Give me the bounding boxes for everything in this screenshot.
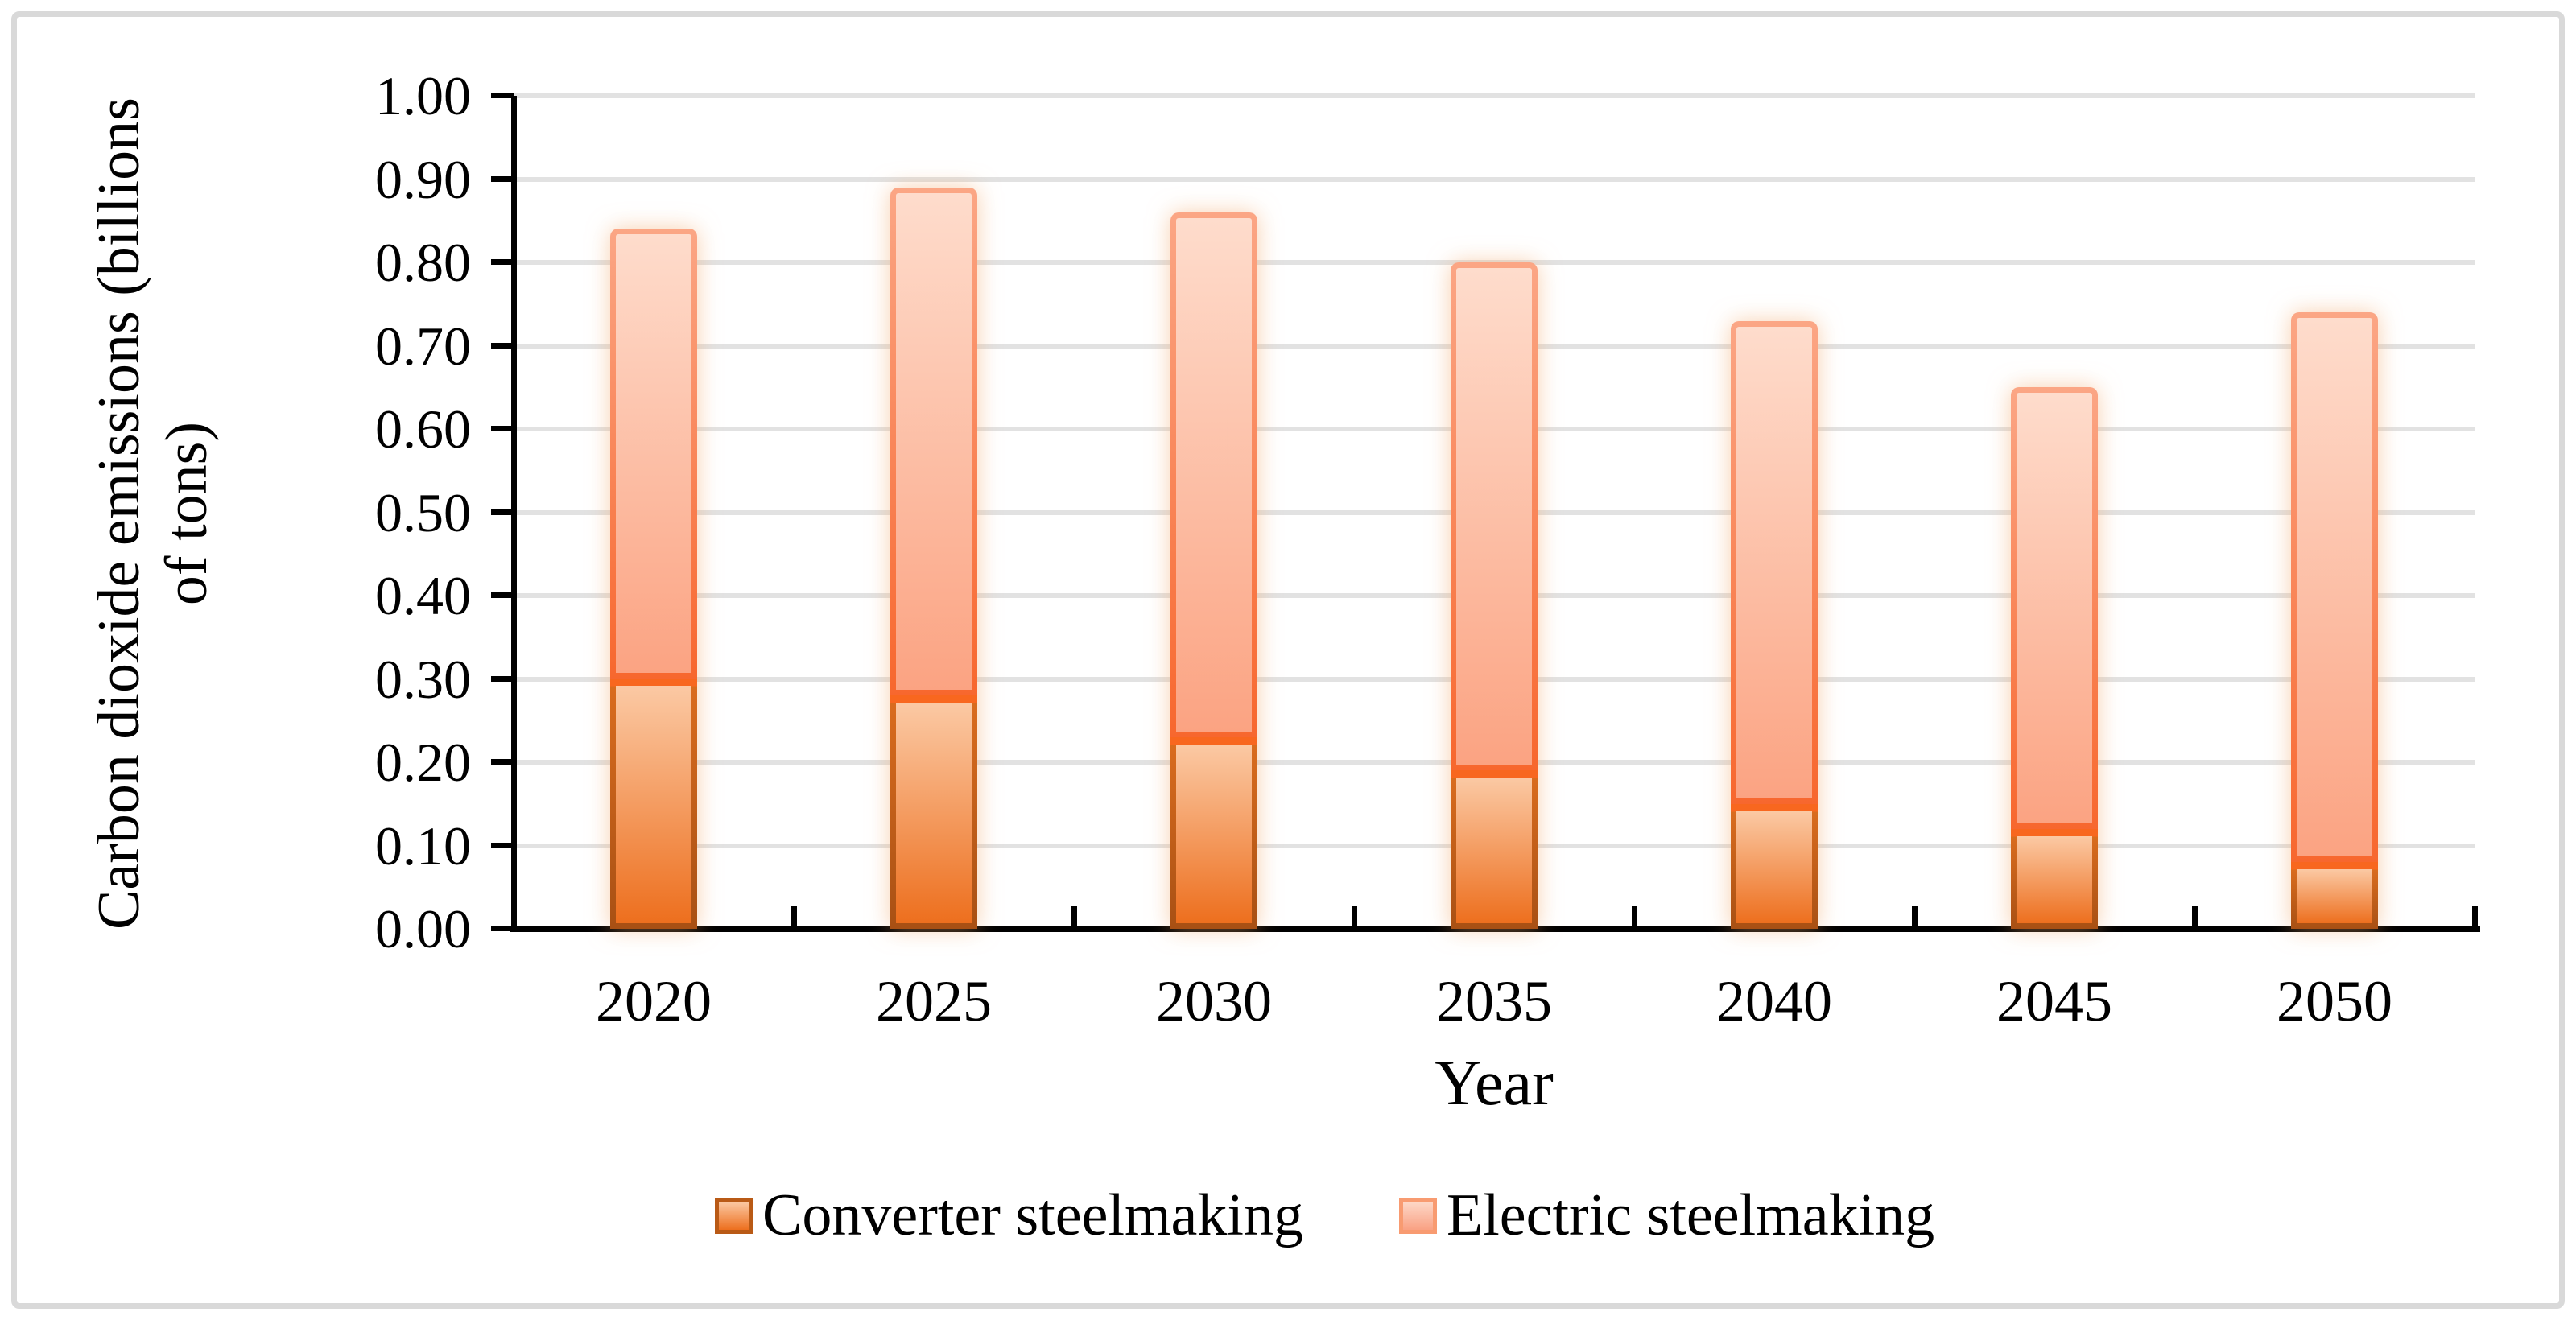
bar-group-2035 bbox=[1451, 262, 1538, 929]
x-category-label-2045: 2045 bbox=[1996, 969, 2112, 1033]
electric-segment-2040 bbox=[1731, 321, 1818, 804]
converter-segment-2030 bbox=[1170, 737, 1257, 929]
electric-segment-2025 bbox=[890, 188, 977, 695]
x-category-label-2050: 2050 bbox=[2277, 969, 2392, 1033]
figure-border bbox=[11, 11, 2565, 1309]
bar-group-2050 bbox=[2291, 312, 2378, 929]
y-tick-0.40 bbox=[491, 592, 514, 598]
y-tick-label-0.70: 0.70 bbox=[375, 315, 471, 377]
gridline-0.80 bbox=[514, 260, 2475, 265]
y-tick-0.80 bbox=[491, 259, 514, 265]
x-boundary-tick-5 bbox=[1912, 906, 1918, 927]
y-tick-0.10 bbox=[491, 842, 514, 848]
legend-label-converter: Converter steelmaking bbox=[762, 1182, 1303, 1248]
x-boundary-tick-6 bbox=[2192, 906, 2198, 927]
electric-segment-2020 bbox=[610, 229, 697, 679]
electric-segment-2045 bbox=[2011, 387, 2098, 829]
y-tick-label-0.00: 0.00 bbox=[375, 898, 471, 959]
gridline-0.90 bbox=[514, 176, 2475, 182]
bar-group-2045 bbox=[2011, 387, 2098, 929]
x-category-label-2020: 2020 bbox=[596, 969, 712, 1033]
y-tick-0.20 bbox=[491, 759, 514, 765]
y-tick-0.00 bbox=[491, 926, 514, 931]
converter-segment-2045 bbox=[2011, 829, 2098, 929]
x-category-label-2040: 2040 bbox=[1716, 969, 1832, 1033]
converter-segment-2035 bbox=[1451, 770, 1538, 929]
x-axis-line bbox=[510, 926, 2480, 932]
x-boundary-tick-1 bbox=[791, 906, 797, 927]
legend-swatch-electric bbox=[1399, 1197, 1437, 1234]
x-category-label-2035: 2035 bbox=[1436, 969, 1552, 1033]
y-tick-0.30 bbox=[491, 675, 514, 682]
bar-group-2025 bbox=[890, 188, 977, 929]
legend-item-electric: Electric steelmaking bbox=[1399, 1177, 1934, 1254]
y-tick-label-0.40: 0.40 bbox=[375, 565, 471, 626]
y-axis-title-line2: of tons) bbox=[154, 421, 220, 606]
x-axis-title: Year bbox=[1435, 1048, 1554, 1119]
x-boundary-tick-3 bbox=[1352, 906, 1357, 927]
y-axis-title: Carbon dioxide emissions (billions of to… bbox=[85, 97, 221, 930]
legend-label-electric: Electric steelmaking bbox=[1447, 1182, 1935, 1248]
converter-segment-2020 bbox=[610, 679, 697, 929]
y-axis-title-line1: Carbon dioxide emissions (billions bbox=[86, 97, 152, 930]
y-tick-label-1.00: 1.00 bbox=[375, 65, 471, 126]
y-tick-0.70 bbox=[491, 342, 514, 349]
converter-segment-2040 bbox=[1731, 804, 1818, 929]
converter-segment-2050 bbox=[2291, 862, 2378, 929]
y-tick-label-0.60: 0.60 bbox=[375, 398, 471, 460]
y-tick-label-0.10: 0.10 bbox=[375, 815, 471, 877]
y-tick-0.90 bbox=[491, 175, 514, 182]
legend-item-converter: Converter steelmaking bbox=[715, 1177, 1303, 1254]
x-category-label-2030: 2030 bbox=[1156, 969, 1272, 1033]
y-tick-label-0.50: 0.50 bbox=[375, 481, 471, 543]
y-axis-line bbox=[511, 96, 517, 932]
x-boundary-tick-2 bbox=[1071, 906, 1077, 927]
y-tick-label-0.80: 0.80 bbox=[375, 232, 471, 293]
electric-segment-2050 bbox=[2291, 312, 2378, 862]
legend-swatch-converter bbox=[715, 1197, 753, 1234]
converter-segment-2025 bbox=[890, 695, 977, 929]
y-tick-0.60 bbox=[491, 426, 514, 431]
bar-group-2040 bbox=[1731, 321, 1818, 929]
y-tick-label-0.30: 0.30 bbox=[375, 648, 471, 710]
x-boundary-tick-4 bbox=[1632, 906, 1637, 927]
electric-segment-2030 bbox=[1170, 212, 1257, 737]
x-boundary-tick-7 bbox=[2472, 906, 2478, 927]
legend: Converter steelmaking Electric steelmaki… bbox=[0, 1177, 2576, 1254]
y-tick-label-0.90: 0.90 bbox=[375, 148, 471, 210]
electric-segment-2035 bbox=[1451, 262, 1538, 770]
y-tick-1.00 bbox=[491, 93, 514, 98]
y-tick-0.50 bbox=[491, 509, 514, 515]
bar-group-2030 bbox=[1170, 212, 1257, 929]
x-category-label-2025: 2025 bbox=[876, 969, 992, 1033]
y-tick-label-0.20: 0.20 bbox=[375, 732, 471, 793]
gridline-1.00 bbox=[514, 93, 2475, 98]
bar-group-2020 bbox=[610, 229, 697, 929]
